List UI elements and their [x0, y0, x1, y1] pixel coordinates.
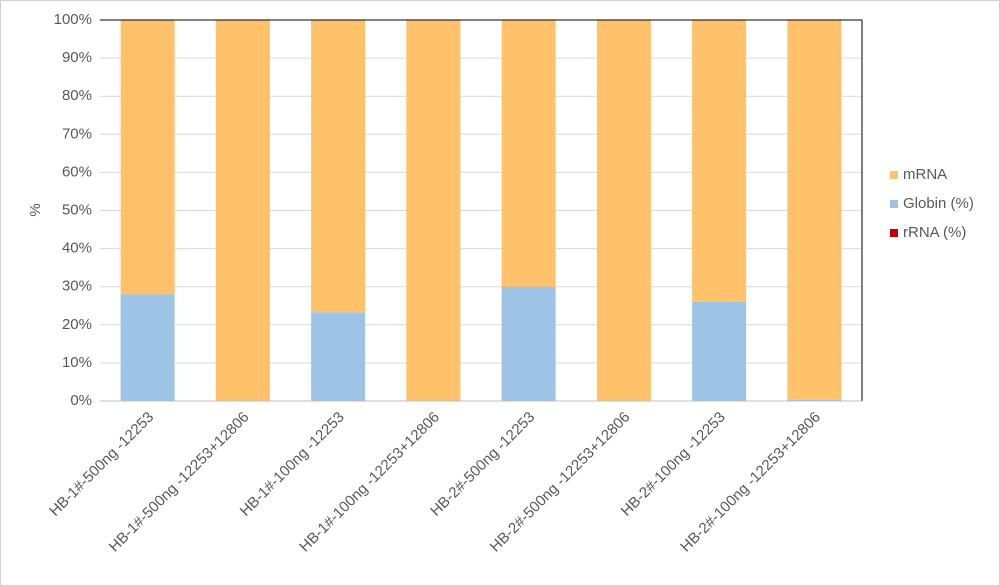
bar-segment: [596, 20, 651, 401]
y-tick-label: 40%: [62, 240, 92, 257]
y-tick-label: 30%: [62, 278, 92, 295]
y-tick-label: 0%: [70, 392, 92, 409]
bar-segment: [787, 399, 842, 401]
legend-label: mRNA: [903, 166, 947, 183]
y-tick-label: 70%: [62, 125, 92, 142]
y-tick-label: 20%: [62, 316, 92, 333]
y-tick-label: 60%: [62, 163, 92, 180]
legend-swatch: [890, 200, 898, 208]
bar-segment: [120, 20, 175, 295]
legend-label: rRNA (%): [903, 224, 966, 241]
bar-segment: [692, 20, 747, 302]
bar-segment: [311, 20, 366, 313]
y-tick-label: 50%: [62, 201, 92, 218]
bar-segment: [692, 301, 747, 401]
bar-segment: [501, 286, 556, 401]
y-tick-label: 90%: [62, 49, 92, 66]
y-tick-label: 100%: [54, 11, 92, 28]
y-axis-label: %: [27, 203, 44, 216]
y-tick-label: 10%: [62, 354, 92, 371]
legend-label: Globin (%): [903, 195, 974, 212]
bar-segment: [406, 20, 461, 401]
bar-segment: [787, 20, 842, 400]
legend-swatch: [890, 229, 898, 237]
bar-segment: [311, 312, 366, 401]
bar-segment: [120, 294, 175, 401]
bar-segment: [501, 20, 556, 287]
bar-segment: [215, 20, 270, 401]
legend-swatch: [890, 171, 898, 179]
y-tick-label: 80%: [62, 87, 92, 104]
